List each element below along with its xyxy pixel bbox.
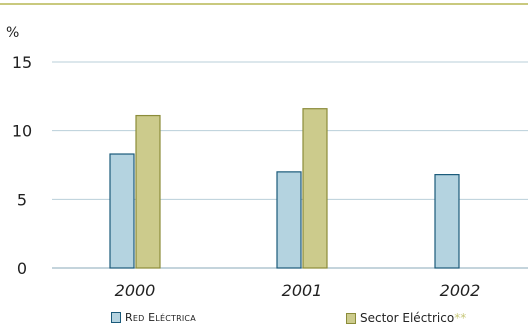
x-tick-label-2000: 2000 [115,281,156,300]
bar-red-electrica-2000 [109,153,135,269]
legend-item-red-electrica: Red Eléctrica [111,311,196,324]
bar-chart: % 0 5 10 15 2000 2001 2002 [0,3,528,300]
bar-red-electrica-2002 [434,174,460,269]
legend-suffix-sector-electrico: ** [454,311,467,325]
y-tick-label-15: 15 [12,53,32,72]
unit-label: % [6,25,19,41]
x-tick-label-2002: 2002 [440,281,481,300]
legend-label-sector-electrico: Sector Eléctrico [360,311,455,325]
legend: Red Eléctrica Sector Eléctrico ** [0,311,528,328]
legend-swatch-red-electrica [111,312,121,323]
legend-swatch-sector-electrico [346,312,356,324]
bar-sector-electrico-2000 [135,114,161,269]
bar-red-electrica-2001 [276,171,302,269]
y-tick-label-0: 0 [17,259,27,278]
y-tick-label-5: 5 [17,190,27,209]
legend-item-sector-electrico: Sector Eléctrico ** [346,311,466,325]
y-tick-label-10: 10 [12,122,32,141]
x-tick-label-2001: 2001 [282,281,323,300]
bar-sector-electrico-2001 [302,108,328,269]
legend-label-red-electrica: Red Eléctrica [125,311,196,324]
